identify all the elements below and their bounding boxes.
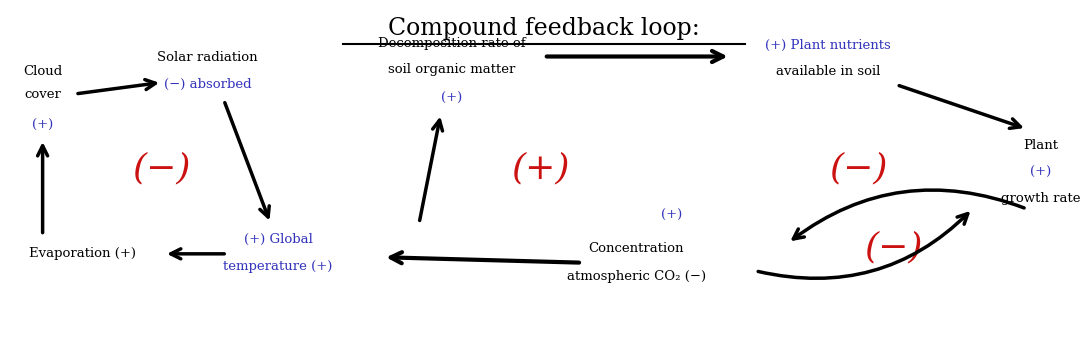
Text: (−): (−): [133, 151, 191, 185]
Text: Solar radiation: Solar radiation: [157, 51, 258, 64]
Text: (+): (+): [1030, 166, 1052, 179]
Text: (+): (+): [441, 92, 462, 105]
Text: Decomposition rate of: Decomposition rate of: [378, 37, 525, 50]
Text: atmospheric CO₂ (−): atmospheric CO₂ (−): [567, 271, 705, 283]
Text: growth rate: growth rate: [1001, 192, 1081, 205]
Text: Evaporation (+): Evaporation (+): [29, 247, 136, 260]
Text: available in soil: available in soil: [776, 64, 880, 78]
Text: (+): (+): [511, 151, 570, 185]
Text: (+): (+): [32, 119, 54, 132]
Text: Concentration: Concentration: [589, 241, 684, 255]
Text: Plant: Plant: [1023, 140, 1058, 153]
Text: (+) Global: (+) Global: [244, 233, 312, 246]
Text: Cloud: Cloud: [23, 64, 62, 78]
Text: soil organic matter: soil organic matter: [388, 63, 515, 76]
Text: temperature (+): temperature (+): [224, 260, 333, 273]
Text: (+): (+): [662, 209, 682, 222]
Text: (−): (−): [864, 230, 923, 264]
Text: Compound feedback loop:: Compound feedback loop:: [388, 17, 700, 40]
Text: (+) Plant nutrients: (+) Plant nutrients: [765, 39, 891, 52]
Text: cover: cover: [24, 88, 61, 102]
Text: (−): (−): [829, 151, 888, 185]
Text: (−) absorbed: (−) absorbed: [164, 78, 251, 91]
